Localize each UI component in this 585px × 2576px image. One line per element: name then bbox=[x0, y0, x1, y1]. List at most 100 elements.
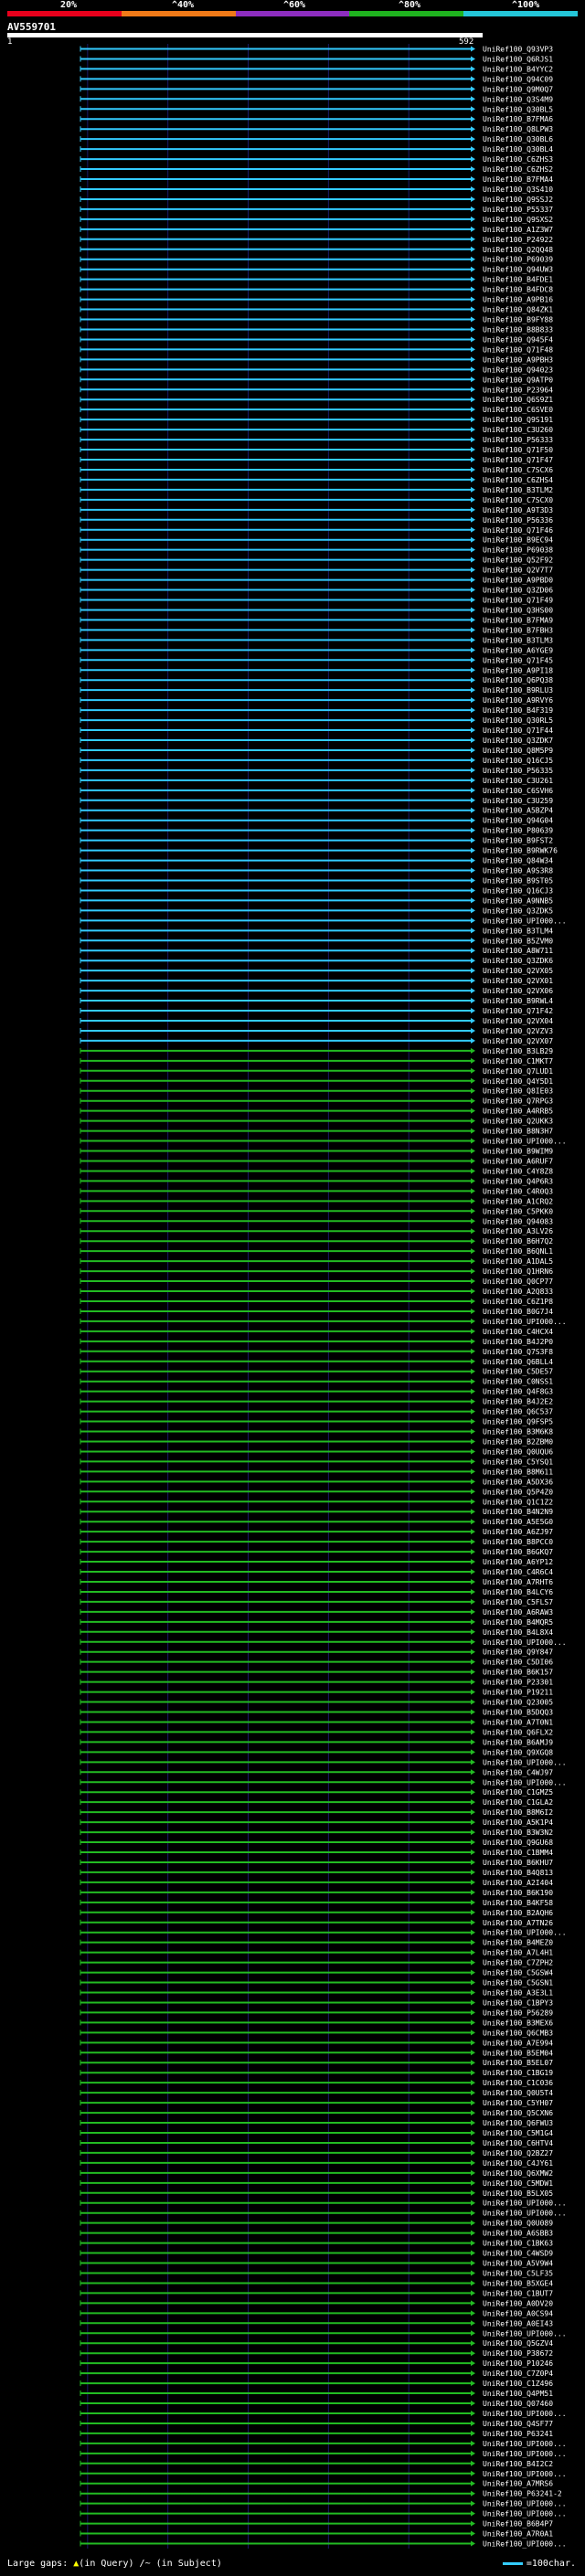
hit-label[interactable]: UniRef100_B4MQR5 bbox=[483, 1618, 553, 1627]
hit-label[interactable]: UniRef100_A6RUF7 bbox=[483, 1157, 553, 1165]
hit-label[interactable]: UniRef100_B6AMJ9 bbox=[483, 1738, 553, 1746]
hit-label[interactable]: UniRef100_A8W711 bbox=[483, 947, 553, 955]
hit-label[interactable]: UniRef100_Q71F47 bbox=[483, 456, 553, 464]
hit-label[interactable]: UniRef100_Q6RJS1 bbox=[483, 55, 553, 63]
hit-label[interactable]: UniRef100_B6K190 bbox=[483, 1889, 553, 1897]
hit-label[interactable]: UniRef100_UPI000... bbox=[483, 2450, 567, 2458]
hit-label[interactable]: UniRef100_P56333 bbox=[483, 436, 553, 444]
hit-label[interactable]: UniRef100_A6ZJ97 bbox=[483, 1528, 553, 1536]
hit-label[interactable]: UniRef100_Q93VP3 bbox=[483, 45, 553, 53]
hit-label[interactable]: UniRef100_Q71F42 bbox=[483, 1007, 553, 1015]
hit-label[interactable]: UniRef100_B3LB29 bbox=[483, 1047, 553, 1055]
hit-label[interactable]: UniRef100_C3U261 bbox=[483, 777, 553, 785]
hit-label[interactable]: UniRef100_Q8M5P9 bbox=[483, 747, 553, 755]
hit-label[interactable]: UniRef100_Q0UQU6 bbox=[483, 1447, 553, 1456]
hit-label[interactable]: UniRef100_Q2VX07 bbox=[483, 1037, 553, 1045]
hit-label[interactable]: UniRef100_Q23005 bbox=[483, 1699, 553, 1707]
hit-label[interactable]: UniRef100_A9NNB5 bbox=[483, 896, 553, 905]
hit-label[interactable]: UniRef100_UPI000... bbox=[483, 1638, 567, 1647]
hit-label[interactable]: UniRef100_UPI000... bbox=[483, 2540, 567, 2549]
hit-label[interactable]: UniRef100_A7E994 bbox=[483, 2039, 553, 2047]
hit-label[interactable]: UniRef100_C5M1G4 bbox=[483, 2129, 553, 2137]
hit-label[interactable]: UniRef100_Q8IE03 bbox=[483, 1087, 553, 1096]
hit-label[interactable]: UniRef100_Q94083 bbox=[483, 1217, 553, 1225]
hit-label[interactable]: UniRef100_Q94023 bbox=[483, 366, 553, 374]
hit-label[interactable]: UniRef100_C0NSS1 bbox=[483, 1378, 553, 1386]
hit-label[interactable]: UniRef100_Q4F8G3 bbox=[483, 1388, 553, 1396]
hit-label[interactable]: UniRef100_B9FST2 bbox=[483, 837, 553, 845]
hit-label[interactable]: UniRef100_Q0CP77 bbox=[483, 1277, 553, 1286]
hit-label[interactable]: UniRef100_Q71F45 bbox=[483, 656, 553, 664]
hit-label[interactable]: UniRef100_Q2VX04 bbox=[483, 1017, 553, 1025]
hit-label[interactable]: UniRef100_B3TLM2 bbox=[483, 486, 553, 494]
hit-label[interactable]: UniRef100_B6H7Q2 bbox=[483, 1237, 553, 1246]
hit-label[interactable]: UniRef100_B5LX05 bbox=[483, 2189, 553, 2198]
hit-label[interactable]: UniRef100_B4N2N9 bbox=[483, 1508, 553, 1516]
hit-label[interactable]: UniRef100_B5EM04 bbox=[483, 2049, 553, 2057]
hit-label[interactable]: UniRef100_B5ZVM0 bbox=[483, 937, 553, 945]
hit-label[interactable]: UniRef100_B4J2E2 bbox=[483, 1398, 553, 1406]
hit-label[interactable]: UniRef100_P69039 bbox=[483, 256, 553, 264]
hit-label[interactable]: UniRef100_C5FLS7 bbox=[483, 1598, 553, 1606]
hit-label[interactable]: UniRef100_A5DX36 bbox=[483, 1478, 553, 1486]
hit-label[interactable]: UniRef100_Q2V7T7 bbox=[483, 567, 553, 575]
hit-label[interactable]: UniRef100_C3U259 bbox=[483, 797, 553, 805]
hit-label[interactable]: UniRef100_A2Q833 bbox=[483, 1288, 553, 1296]
hit-label[interactable]: UniRef100_Q94C09 bbox=[483, 75, 553, 83]
hit-label[interactable]: UniRef100_UPI000... bbox=[483, 2440, 567, 2448]
hit-label[interactable]: UniRef100_Q2VX06 bbox=[483, 987, 553, 995]
hit-label[interactable]: UniRef100_C1BMM4 bbox=[483, 1849, 553, 1857]
hit-label[interactable]: UniRef100_B5EL07 bbox=[483, 2059, 553, 2067]
hit-label[interactable]: UniRef100_B9EC94 bbox=[483, 536, 553, 545]
hit-label[interactable]: UniRef100_Q1HRN6 bbox=[483, 1267, 553, 1276]
hit-label[interactable]: UniRef100_Q30RL5 bbox=[483, 716, 553, 725]
hit-label[interactable]: UniRef100_Q3ZDK6 bbox=[483, 957, 553, 965]
hit-label[interactable]: UniRef100_B8B833 bbox=[483, 325, 553, 334]
hit-label[interactable]: UniRef100_A2I404 bbox=[483, 1879, 553, 1887]
hit-label[interactable]: UniRef100_B6KHU7 bbox=[483, 1859, 553, 1867]
hit-label[interactable]: UniRef100_Q7S3F8 bbox=[483, 1348, 553, 1356]
hit-label[interactable]: UniRef100_Q2BZ27 bbox=[483, 2149, 553, 2157]
hit-label[interactable]: UniRef100_B9FY88 bbox=[483, 316, 553, 324]
hit-label[interactable]: UniRef100_A6YP12 bbox=[483, 1558, 553, 1566]
hit-label[interactable]: UniRef100_B2AQH6 bbox=[483, 1909, 553, 1917]
hit-label[interactable]: UniRef100_C5YSQ1 bbox=[483, 1458, 553, 1466]
hit-label[interactable]: UniRef100_P80639 bbox=[483, 827, 553, 835]
hit-label[interactable]: UniRef100_Q9Y847 bbox=[483, 1648, 553, 1657]
hit-label[interactable]: UniRef100_Q30BL5 bbox=[483, 105, 553, 113]
hit-label[interactable]: UniRef100_B5XGE4 bbox=[483, 2279, 553, 2287]
hit-label[interactable]: UniRef100_B6K157 bbox=[483, 1669, 553, 1677]
hit-label[interactable]: UniRef100_Q30BL4 bbox=[483, 145, 553, 154]
hit-label[interactable]: UniRef100_P63241 bbox=[483, 2430, 553, 2438]
hit-label[interactable]: UniRef100_Q3ZDK5 bbox=[483, 906, 553, 915]
hit-label[interactable]: UniRef100_C4R0Q3 bbox=[483, 1187, 553, 1195]
hit-label[interactable]: UniRef100_Q94G04 bbox=[483, 817, 553, 825]
hit-label[interactable]: UniRef100_UPI000... bbox=[483, 1138, 567, 1146]
hit-label[interactable]: UniRef100_A9RVY6 bbox=[483, 696, 553, 705]
hit-label[interactable]: UniRef100_Q9S191 bbox=[483, 416, 553, 424]
hit-label[interactable]: UniRef100_UPI000... bbox=[483, 2329, 567, 2337]
hit-label[interactable]: UniRef100_B4YYC2 bbox=[483, 65, 553, 73]
hit-label[interactable]: UniRef100_Q5CXN6 bbox=[483, 2109, 553, 2117]
hit-label[interactable]: UniRef100_C6SVE0 bbox=[483, 406, 553, 414]
hit-label[interactable]: UniRef100_Q945F4 bbox=[483, 335, 553, 344]
hit-label[interactable]: UniRef100_UPI000... bbox=[483, 2470, 567, 2478]
hit-label[interactable]: UniRef100_UPI000... bbox=[483, 917, 567, 925]
hit-label[interactable]: UniRef100_C4JY61 bbox=[483, 2159, 553, 2168]
hit-label[interactable]: UniRef100_C6ZHS4 bbox=[483, 476, 553, 484]
hit-label[interactable]: UniRef100_B4FDC8 bbox=[483, 286, 553, 294]
hit-label[interactable]: UniRef100_Q3ZDK7 bbox=[483, 737, 553, 745]
hit-label[interactable]: UniRef100_B4LCY6 bbox=[483, 1588, 553, 1596]
hit-label[interactable]: UniRef100_A7TN26 bbox=[483, 1919, 553, 1927]
hit-label[interactable]: UniRef100_P38672 bbox=[483, 2349, 553, 2358]
hit-label[interactable]: UniRef100_Q9SSJ2 bbox=[483, 196, 553, 204]
hit-label[interactable]: UniRef100_P56289 bbox=[483, 2009, 553, 2017]
hit-label[interactable]: UniRef100_C5YH07 bbox=[483, 2099, 553, 2107]
hit-label[interactable]: UniRef100_B4J2P0 bbox=[483, 1338, 553, 1346]
hit-label[interactable]: UniRef100_C5LF35 bbox=[483, 2269, 553, 2277]
hit-label[interactable]: UniRef100_C1BPY3 bbox=[483, 1998, 553, 2007]
hit-label[interactable]: UniRef100_A5BZP4 bbox=[483, 807, 553, 815]
hit-label[interactable]: UniRef100_UPI000... bbox=[483, 2200, 567, 2208]
hit-label[interactable]: UniRef100_A5K1P4 bbox=[483, 1818, 553, 1827]
hit-label[interactable]: UniRef100_P23301 bbox=[483, 1679, 553, 1687]
